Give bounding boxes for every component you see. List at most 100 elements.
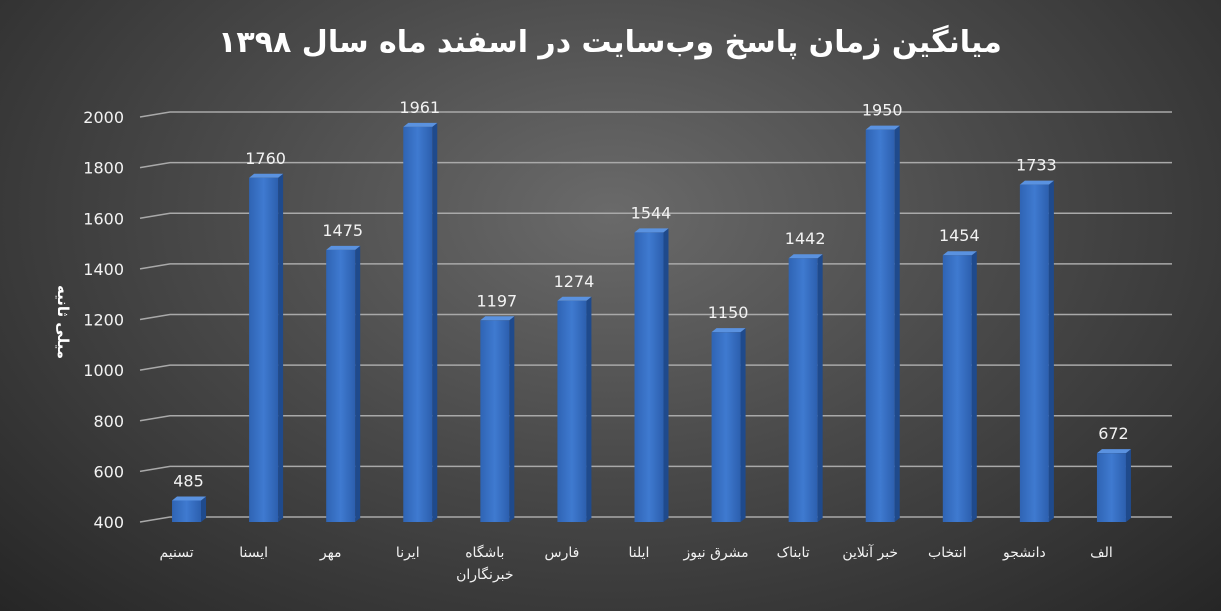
- bar: [557, 296, 592, 522]
- x-tick-label-line: مشرق نیوز: [683, 545, 749, 561]
- y-tick-label: 800: [93, 412, 124, 431]
- bar-side: [432, 122, 438, 522]
- data-label: 1950: [862, 101, 903, 120]
- bar: [326, 245, 361, 522]
- bar-side: [894, 125, 900, 522]
- bar: [865, 125, 900, 522]
- bar-top: [557, 296, 592, 301]
- gridline: [139, 263, 1172, 270]
- bar-side: [663, 228, 669, 523]
- bar-top: [711, 328, 746, 333]
- bar-front: [788, 258, 818, 522]
- y-tick-label: 1400: [83, 260, 124, 279]
- y-tick-label: 2000: [83, 108, 124, 127]
- bar-top: [788, 254, 823, 259]
- bar-side: [971, 251, 977, 523]
- data-label: 1454: [939, 226, 980, 245]
- bar-front: [249, 177, 279, 522]
- bar-front: [634, 232, 664, 523]
- data-label: 1544: [631, 203, 672, 222]
- x-tick-label-line: خبرنگاران: [456, 566, 513, 583]
- data-label: 1733: [1016, 156, 1057, 175]
- x-tick-label-line: الف: [1090, 545, 1113, 561]
- bar-top: [1096, 449, 1131, 454]
- x-tick-label-line: تسنیم: [159, 545, 193, 561]
- bar-front: [711, 332, 741, 522]
- gridlines: [139, 111, 1172, 523]
- data-label: 1442: [785, 229, 826, 248]
- bar-top: [249, 173, 284, 178]
- y-tick-label: 1600: [83, 209, 124, 228]
- x-tick-label-line: فارس: [545, 545, 580, 561]
- bar-top: [634, 228, 669, 233]
- x-tick-label: مهر: [319, 545, 342, 561]
- bars: [172, 122, 1131, 523]
- bar: [249, 173, 284, 522]
- bar: [1019, 180, 1054, 522]
- bar-side: [1125, 449, 1131, 522]
- x-tick-label-line: باشگاه: [465, 544, 504, 561]
- gridline: [139, 212, 1172, 219]
- bar-top: [326, 245, 361, 250]
- data-label: 672: [1098, 424, 1129, 443]
- bar-top: [942, 251, 977, 256]
- bar-front: [326, 249, 356, 522]
- x-tick-label-line: ایرنا: [396, 545, 420, 561]
- bar-front: [557, 300, 587, 522]
- gridline: [139, 111, 1172, 118]
- x-tick-label-line: دانشجو: [1002, 545, 1046, 561]
- y-axis-label: میلی ثانیه: [54, 285, 72, 359]
- x-tick-label: دانشجو: [1002, 545, 1046, 561]
- gridline: [139, 364, 1172, 371]
- bar-top: [480, 316, 515, 321]
- gridline: [139, 161, 1172, 169]
- bar-side: [509, 316, 515, 522]
- y-tick-label: 1000: [83, 361, 124, 380]
- bar-front: [480, 320, 510, 522]
- data-label: 1760: [245, 149, 286, 168]
- bar: [942, 251, 977, 523]
- x-axis-ticks: تسنیم ایسنا مهر ایرنا باشگاه خبرنگاران فارس ایل…: [159, 544, 1112, 583]
- x-tick-label: الف: [1090, 545, 1113, 561]
- bar-top: [865, 125, 900, 130]
- bar-side: [201, 496, 207, 522]
- x-tick-label: ایلنا: [629, 545, 650, 561]
- bar-top: [172, 496, 207, 501]
- bar-top: [403, 122, 438, 127]
- y-tick-label: 1800: [83, 159, 124, 178]
- x-tick-label-line: ایسنا: [239, 545, 268, 561]
- data-label: 1197: [476, 291, 517, 310]
- gridline: [139, 415, 1172, 422]
- data-label: 1475: [322, 221, 363, 240]
- bar-side: [278, 173, 284, 522]
- data-label: 1150: [708, 303, 749, 322]
- bar-front: [1019, 184, 1049, 522]
- bar-front: [942, 255, 972, 523]
- data-label: 1961: [399, 98, 440, 117]
- y-tick-label: 400: [93, 513, 124, 532]
- x-tick-label-line: انتخاب: [928, 545, 967, 561]
- bar-side: [817, 254, 823, 522]
- bar-front: [865, 129, 895, 522]
- data-label: 1274: [554, 272, 595, 291]
- y-tick-label: 600: [93, 462, 124, 481]
- bar: [788, 254, 823, 522]
- x-tick-label: تسنیم: [159, 545, 193, 561]
- x-tick-label: ایسنا: [239, 545, 268, 561]
- bar-top: [1019, 180, 1054, 185]
- bar: [480, 316, 515, 522]
- chart-title: میانگین زمان پاسخ وب‌سایت در اسفند ماه س…: [218, 24, 1002, 60]
- bar: [403, 122, 438, 522]
- data-label: 485: [173, 471, 204, 490]
- x-tick-label-line: ایلنا: [629, 545, 650, 561]
- x-tick-label: فارس: [545, 545, 580, 561]
- x-tick-label-line: مهر: [319, 545, 342, 561]
- gridline: [139, 516, 1172, 523]
- x-tick-label: مشرق نیوز: [683, 545, 749, 561]
- bar: [711, 328, 746, 522]
- bar-front: [1096, 453, 1126, 522]
- x-tick-label-line: تابناک: [777, 545, 810, 561]
- bar-front: [172, 500, 202, 522]
